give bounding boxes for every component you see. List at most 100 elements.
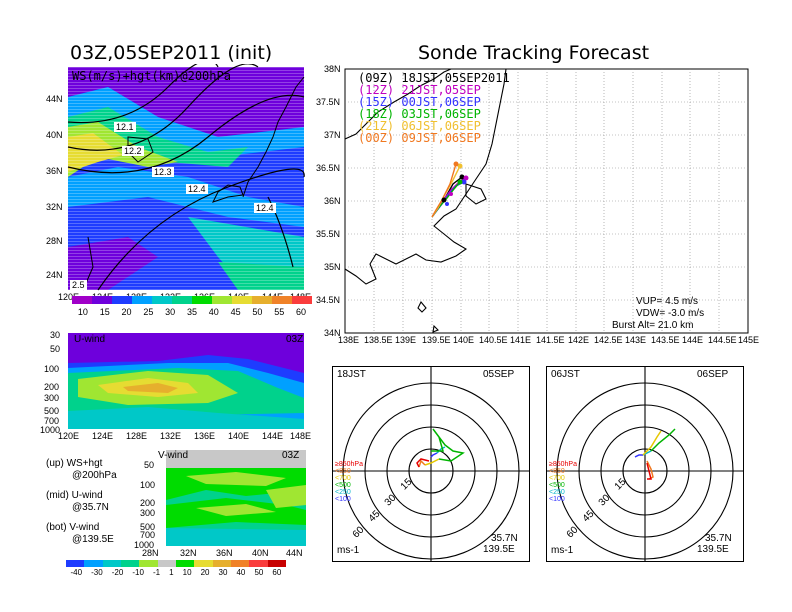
colorbar-tick: 35: [186, 307, 197, 317]
ws-panel: WS(m/s)+hgt(km)@200hPa 12.1 12.2 12.3 12…: [40, 59, 311, 324]
colorbar-tick: 20: [200, 568, 210, 577]
lat-tick: 36N: [324, 196, 341, 206]
lat-tick: 44N: [46, 94, 63, 104]
p-tick: 200: [140, 498, 156, 508]
lon-tick: 142E: [568, 335, 590, 345]
contour-label: 12.4: [186, 184, 208, 194]
ws-map: [67, 59, 305, 291]
lat-tick: 36.5N: [316, 163, 341, 173]
colorbar-tick: 50: [252, 307, 263, 317]
colorbar-cell: [72, 296, 92, 304]
lon-tick: 124E: [92, 431, 114, 441]
lat-tick: 28N: [142, 548, 159, 558]
lon-tick: 140E: [228, 431, 250, 441]
note-key: (up): [46, 458, 64, 469]
colorbar-cell: [152, 296, 172, 304]
level-label: <250: [549, 489, 565, 496]
colorbar-tick: -1: [152, 568, 161, 577]
p-tick: 300: [140, 508, 156, 518]
contour-label: 12.3: [152, 167, 174, 177]
lon-tick: 128E: [126, 431, 148, 441]
uv-colorbar-ticks: -40 -30 -20 -10 -1 1 10 20 30 40 50 60: [66, 568, 286, 580]
ws-overlay-text: WS(m/s)+hgt(km)@200hPa: [72, 69, 231, 83]
colorbar-tick: -40: [70, 568, 83, 577]
contour-label: 12.4: [254, 203, 276, 213]
lat-tick: 35.5N: [316, 229, 341, 239]
lon-tick: 139E: [395, 335, 417, 345]
vdw-text: VDW= -3.0 m/s: [636, 308, 705, 319]
u-wind-panel: U-wind 03Z 30 50 100 200 300 500 700 100…: [40, 330, 311, 442]
ws-colorbar-cells: [72, 296, 312, 304]
p-tick: 700: [140, 530, 156, 540]
lat-tick: 35N: [324, 262, 341, 272]
p-tick: 300: [44, 393, 60, 403]
hodograph-panel-2: 06JST 06SEP ≥850hPa <850 <700 <500 <250 …: [546, 366, 744, 562]
colorbar-cell: [120, 560, 140, 567]
v-wind-label: V-wind: [158, 450, 189, 461]
right-title: Sonde Tracking Forecast: [418, 42, 650, 64]
note-line2: @200hPa: [72, 470, 117, 481]
p-tick: 700: [44, 416, 60, 426]
note-line1: WS+hgt: [66, 458, 103, 469]
level-label: ≥850hPa: [549, 461, 577, 468]
contour-label: 12.1: [114, 122, 136, 132]
lat-tick: 40N: [252, 548, 269, 558]
legend-item: (18Z) 03JST,06SEP: [358, 107, 481, 121]
lon-tick: 120E: [58, 292, 80, 302]
colorbar-cell: [232, 296, 252, 304]
uv-colorbar-cells: [66, 560, 286, 567]
colorbar-tick: 30: [218, 568, 228, 577]
colorbar-cell: [267, 560, 286, 567]
colorbar-cell: [230, 560, 250, 567]
hodo-lon: 139.5E: [697, 544, 729, 555]
lat-tick: 34N: [324, 328, 341, 338]
colorbar-cell: [175, 560, 195, 567]
colorbar-tick: 30: [165, 307, 176, 317]
hodo-unit: ms-1: [337, 545, 360, 556]
vup-text: VUP= 4.5 m/s: [636, 296, 698, 307]
colorbar-tick: 40: [236, 568, 246, 577]
lon-tick: 145E: [738, 335, 760, 345]
sonde-map-panel: (09Z) 18JST,05SEP2011 (12Z) 21JST,05SEP …: [316, 64, 760, 345]
level-label: <850: [335, 468, 351, 475]
contour-label: 12.2: [122, 146, 144, 156]
level-label: <100: [335, 496, 351, 503]
colorbar-tick: 50: [254, 568, 264, 577]
level-label: <100: [549, 496, 565, 503]
level-label: <250: [335, 489, 351, 496]
p-tick: 50: [144, 460, 155, 470]
legend-item: (15Z) 00JST,06SEP: [358, 95, 481, 109]
lon-tick: 144E: [262, 431, 284, 441]
hodograph-1: [333, 367, 529, 561]
legend-item: (21Z) 06JST,06SEP: [358, 119, 481, 133]
lon-tick: 141E: [510, 335, 532, 345]
colorbar-cell: [66, 560, 85, 567]
lon-tick: 140E: [453, 335, 475, 345]
v-wind-time: 03Z: [282, 450, 300, 461]
lon-tick: 142.5E: [594, 335, 623, 345]
level-label: <500: [335, 482, 351, 489]
v-wind-panel: V-wind 03Z 50 100 200 300 500 700 1000 2…: [134, 448, 310, 558]
lat-tick: 40N: [46, 130, 63, 140]
lat-tick: 34.5N: [316, 295, 341, 305]
colorbar-cell: [192, 296, 212, 304]
lat-tick: 37N: [324, 130, 341, 140]
colorbar-cell: [212, 560, 231, 567]
lon-tick: 141.5E: [536, 335, 565, 345]
colorbar-tick: 10: [77, 307, 88, 317]
hodo-time: 18JST: [337, 369, 366, 380]
lon-tick: 138E: [338, 335, 360, 345]
colorbar-cell: [172, 296, 192, 304]
colorbar-tick: 55: [274, 307, 285, 317]
colorbar-tick: 40: [208, 307, 219, 317]
colorbar-tick: -30: [91, 568, 103, 577]
lon-tick: 143.5E: [651, 335, 680, 345]
note-line2: @139.5E: [72, 534, 114, 545]
lat-tick: 28N: [46, 236, 63, 246]
colorbar-tick: -20: [111, 568, 124, 577]
legend-item: (00Z) 09JST,06SEP: [358, 131, 481, 145]
lon-tick: 144.5E: [708, 335, 737, 345]
lat-tick: 32N: [46, 202, 63, 212]
colorbar-tick: 60: [272, 568, 282, 577]
hodo-time: 06JST: [551, 369, 580, 380]
